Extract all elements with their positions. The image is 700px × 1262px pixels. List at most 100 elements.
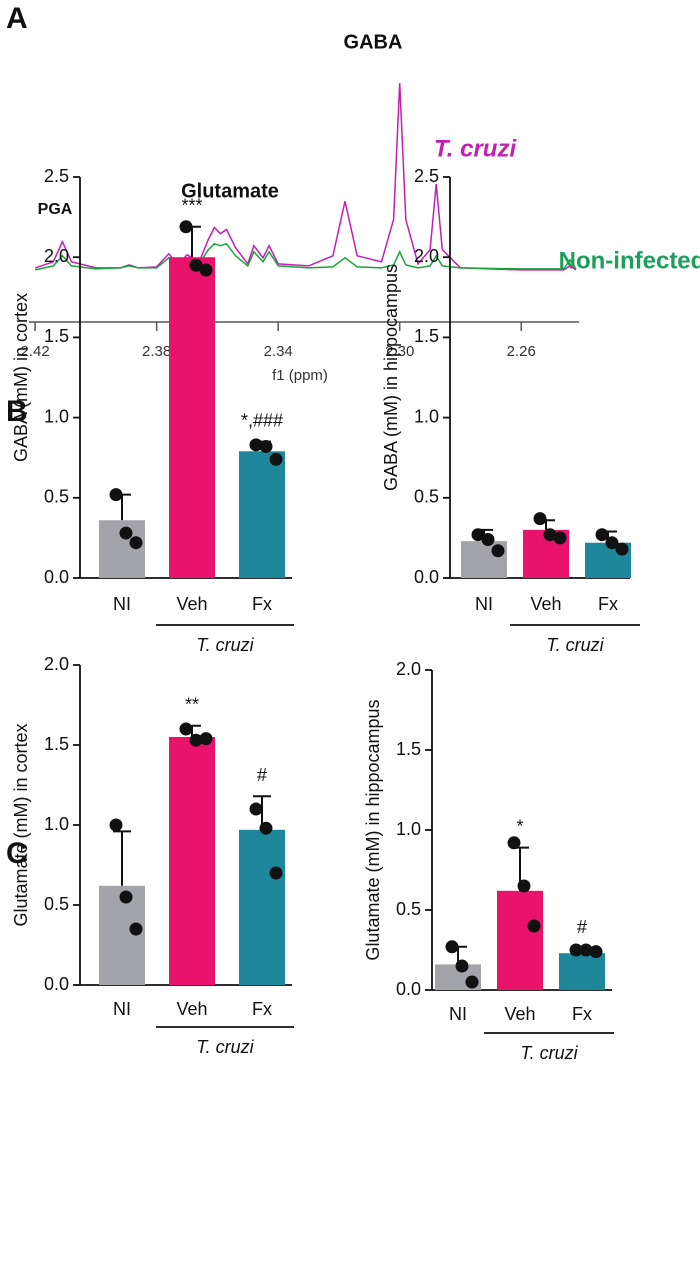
x-tick-label: Fx bbox=[252, 999, 272, 1019]
data-point bbox=[589, 945, 603, 959]
significance: # bbox=[257, 765, 267, 785]
y-tick-label: 1.0 bbox=[44, 814, 69, 834]
x-axis-label: f1 (ppm) bbox=[272, 367, 328, 384]
annotation: Glutamate bbox=[181, 180, 279, 202]
y-tick-label: 2.0 bbox=[396, 659, 421, 679]
y-tick-label: 2.5 bbox=[44, 166, 69, 186]
data-point bbox=[249, 438, 263, 452]
data-point bbox=[605, 536, 619, 550]
x-tick-label: NI bbox=[113, 594, 131, 614]
legend-entry: T. cruzi bbox=[434, 135, 518, 162]
y-tick-label: 1.0 bbox=[44, 406, 69, 426]
data-point bbox=[543, 528, 557, 542]
data-point bbox=[615, 542, 629, 556]
data-point bbox=[579, 943, 593, 957]
spectrum-line bbox=[34, 83, 577, 271]
data-point bbox=[179, 220, 193, 234]
data-point bbox=[269, 452, 283, 466]
data-point bbox=[199, 732, 213, 746]
data-point bbox=[533, 512, 547, 526]
data-point bbox=[129, 536, 143, 550]
y-axis-label: Glutamate (mM) in cortex bbox=[11, 723, 31, 926]
x-tick-label: Veh bbox=[530, 594, 561, 614]
significance: # bbox=[577, 917, 587, 937]
group-label: T. cruzi bbox=[196, 1037, 254, 1057]
y-axis-label: Glutamate (mM) in hippocampus bbox=[363, 699, 383, 960]
data-point bbox=[199, 263, 213, 277]
y-tick-label: 2.0 bbox=[44, 654, 69, 674]
data-point bbox=[517, 879, 531, 893]
data-point bbox=[109, 818, 123, 832]
data-point bbox=[249, 802, 263, 816]
significance: *,### bbox=[241, 410, 283, 430]
y-tick-label: 0.5 bbox=[44, 487, 69, 507]
x-tick-label: Fx bbox=[572, 1004, 592, 1024]
x-tick-label: 2.34 bbox=[264, 343, 293, 360]
y-tick-label: 1.5 bbox=[44, 326, 69, 346]
x-tick-label: Fx bbox=[598, 594, 618, 614]
data-point bbox=[109, 488, 123, 502]
data-point bbox=[445, 940, 459, 954]
data-point bbox=[119, 526, 133, 540]
bar bbox=[169, 257, 215, 578]
data-point bbox=[553, 531, 567, 545]
x-tick-label: NI bbox=[113, 999, 131, 1019]
group-label: T. cruzi bbox=[196, 635, 254, 655]
data-point bbox=[507, 836, 521, 850]
x-tick-label: Fx bbox=[252, 594, 272, 614]
group-label: T. cruzi bbox=[546, 635, 604, 655]
panel-label: A bbox=[6, 2, 28, 35]
spectrum-line bbox=[34, 242, 577, 271]
panel-label: B bbox=[6, 395, 28, 428]
x-tick-label: 2.42 bbox=[20, 343, 49, 360]
bar bbox=[99, 885, 145, 985]
data-point bbox=[471, 528, 485, 542]
y-tick-label: 2.0 bbox=[414, 246, 439, 266]
data-point bbox=[465, 975, 479, 989]
data-point bbox=[269, 866, 283, 880]
data-point bbox=[455, 959, 469, 973]
bar bbox=[497, 890, 543, 990]
y-tick-label: 0.0 bbox=[414, 567, 439, 587]
bar bbox=[239, 451, 285, 578]
data-point bbox=[569, 943, 583, 957]
significance: ** bbox=[185, 695, 199, 715]
x-tick-label: 2.26 bbox=[507, 343, 536, 360]
bar bbox=[239, 829, 285, 985]
x-tick-label: Veh bbox=[504, 1004, 535, 1024]
x-tick-label: 2.38 bbox=[142, 343, 171, 360]
panel-label: C bbox=[6, 837, 28, 870]
annotation: GABA bbox=[344, 31, 403, 53]
data-point bbox=[129, 922, 143, 936]
y-tick-label: 2.5 bbox=[414, 166, 439, 186]
significance: *** bbox=[181, 195, 202, 215]
y-tick-label: 0.5 bbox=[396, 899, 421, 919]
data-point bbox=[189, 733, 203, 747]
y-tick-label: 0.5 bbox=[44, 894, 69, 914]
x-tick-label: Veh bbox=[176, 594, 207, 614]
data-point bbox=[491, 544, 505, 558]
annotation: PGA bbox=[38, 201, 73, 218]
x-tick-label: NI bbox=[449, 1004, 467, 1024]
bar bbox=[559, 953, 605, 990]
y-tick-label: 0.0 bbox=[44, 974, 69, 994]
group-label: T. cruzi bbox=[520, 1043, 578, 1063]
significance: * bbox=[516, 816, 523, 836]
data-point bbox=[189, 258, 203, 272]
data-point bbox=[259, 439, 273, 453]
y-tick-label: 1.0 bbox=[414, 406, 439, 426]
y-tick-label: 1.5 bbox=[396, 739, 421, 759]
x-tick-label: NI bbox=[475, 594, 493, 614]
y-tick-label: 0.5 bbox=[414, 487, 439, 507]
y-tick-label: 0.0 bbox=[396, 979, 421, 999]
data-point bbox=[259, 821, 273, 835]
x-tick-label: Veh bbox=[176, 999, 207, 1019]
y-tick-label: 1.5 bbox=[414, 326, 439, 346]
x-tick-label: 2.30 bbox=[385, 343, 414, 360]
data-point bbox=[527, 919, 541, 933]
bar bbox=[169, 737, 215, 985]
y-axis-label: GABA (mM) in cortex bbox=[11, 293, 31, 462]
data-point bbox=[119, 890, 133, 904]
